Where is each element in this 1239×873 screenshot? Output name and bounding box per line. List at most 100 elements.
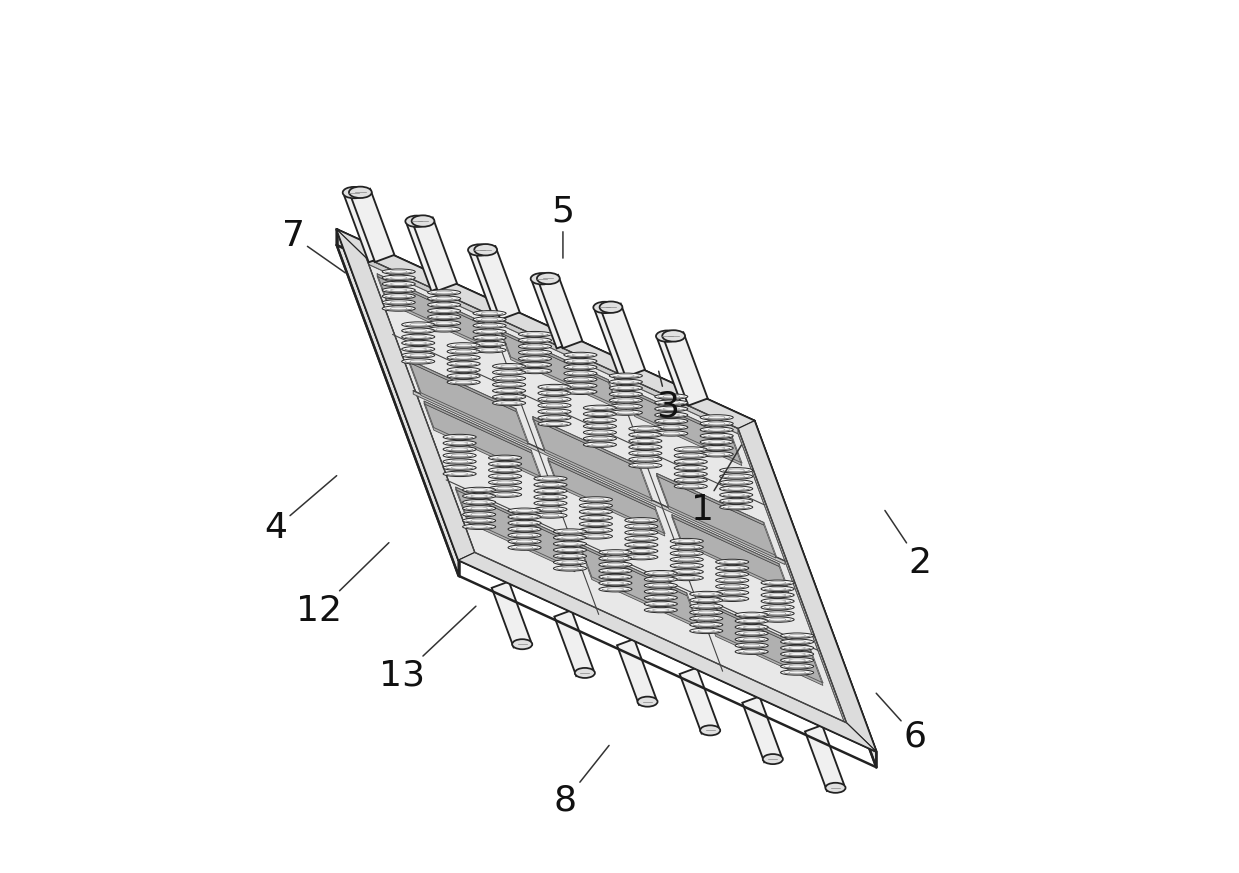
Ellipse shape bbox=[644, 583, 678, 588]
Ellipse shape bbox=[538, 421, 571, 427]
Ellipse shape bbox=[512, 639, 533, 650]
Ellipse shape bbox=[763, 754, 783, 764]
Ellipse shape bbox=[700, 415, 733, 420]
Ellipse shape bbox=[690, 603, 722, 609]
Ellipse shape bbox=[473, 317, 506, 322]
Ellipse shape bbox=[427, 302, 461, 307]
Ellipse shape bbox=[488, 467, 522, 473]
Ellipse shape bbox=[508, 508, 541, 513]
Ellipse shape bbox=[624, 530, 658, 535]
Ellipse shape bbox=[518, 368, 551, 374]
Ellipse shape bbox=[644, 595, 678, 601]
Ellipse shape bbox=[674, 484, 707, 489]
Polygon shape bbox=[664, 333, 707, 406]
Ellipse shape bbox=[629, 432, 662, 437]
Ellipse shape bbox=[493, 369, 525, 375]
Ellipse shape bbox=[624, 554, 658, 560]
Ellipse shape bbox=[493, 401, 525, 406]
Ellipse shape bbox=[462, 487, 496, 492]
Ellipse shape bbox=[488, 455, 522, 461]
Ellipse shape bbox=[781, 651, 814, 656]
Ellipse shape bbox=[598, 587, 632, 592]
Polygon shape bbox=[367, 264, 846, 728]
Ellipse shape bbox=[690, 629, 722, 634]
Ellipse shape bbox=[735, 612, 768, 617]
Ellipse shape bbox=[534, 494, 567, 499]
Ellipse shape bbox=[462, 505, 496, 511]
Polygon shape bbox=[414, 390, 786, 565]
Ellipse shape bbox=[700, 445, 733, 450]
Ellipse shape bbox=[401, 334, 435, 340]
Ellipse shape bbox=[444, 471, 476, 477]
Ellipse shape bbox=[444, 453, 476, 458]
Polygon shape bbox=[657, 473, 764, 525]
Ellipse shape bbox=[534, 506, 567, 512]
Polygon shape bbox=[337, 230, 475, 560]
Ellipse shape bbox=[427, 308, 461, 313]
Ellipse shape bbox=[462, 524, 496, 529]
Ellipse shape bbox=[674, 453, 707, 458]
Ellipse shape bbox=[401, 328, 435, 333]
Ellipse shape bbox=[690, 597, 722, 603]
Ellipse shape bbox=[564, 359, 597, 364]
Ellipse shape bbox=[720, 492, 753, 498]
Ellipse shape bbox=[654, 424, 688, 430]
Ellipse shape bbox=[427, 314, 461, 320]
Ellipse shape bbox=[674, 465, 707, 471]
Polygon shape bbox=[554, 610, 593, 676]
Ellipse shape bbox=[447, 380, 481, 385]
Polygon shape bbox=[580, 546, 699, 629]
Ellipse shape bbox=[401, 322, 435, 327]
Ellipse shape bbox=[401, 340, 435, 346]
Ellipse shape bbox=[629, 426, 662, 431]
Ellipse shape bbox=[690, 591, 722, 597]
Ellipse shape bbox=[716, 596, 748, 601]
Ellipse shape bbox=[655, 331, 679, 342]
Ellipse shape bbox=[518, 338, 551, 343]
Ellipse shape bbox=[584, 430, 617, 435]
Ellipse shape bbox=[670, 557, 704, 562]
Polygon shape bbox=[456, 490, 575, 572]
Ellipse shape bbox=[580, 533, 612, 539]
Ellipse shape bbox=[580, 527, 612, 533]
Ellipse shape bbox=[644, 608, 678, 613]
Ellipse shape bbox=[674, 478, 707, 483]
Polygon shape bbox=[424, 401, 532, 453]
Ellipse shape bbox=[720, 480, 753, 485]
Ellipse shape bbox=[654, 406, 688, 411]
Ellipse shape bbox=[349, 187, 372, 198]
Polygon shape bbox=[539, 275, 582, 348]
Ellipse shape bbox=[473, 347, 506, 353]
Ellipse shape bbox=[716, 584, 748, 589]
Ellipse shape bbox=[735, 624, 768, 629]
Ellipse shape bbox=[720, 474, 753, 479]
Ellipse shape bbox=[598, 556, 632, 561]
Ellipse shape bbox=[518, 350, 551, 355]
Ellipse shape bbox=[781, 670, 814, 675]
Ellipse shape bbox=[761, 605, 794, 610]
Ellipse shape bbox=[493, 375, 525, 382]
Ellipse shape bbox=[598, 581, 632, 586]
Ellipse shape bbox=[735, 643, 768, 649]
Ellipse shape bbox=[598, 562, 632, 567]
Ellipse shape bbox=[580, 509, 612, 514]
Ellipse shape bbox=[761, 580, 794, 586]
Ellipse shape bbox=[462, 499, 496, 505]
Ellipse shape bbox=[473, 341, 506, 347]
Polygon shape bbox=[617, 639, 657, 705]
Ellipse shape bbox=[493, 382, 525, 388]
Ellipse shape bbox=[610, 385, 642, 391]
Ellipse shape bbox=[518, 332, 551, 337]
Ellipse shape bbox=[493, 395, 525, 400]
Ellipse shape bbox=[670, 551, 704, 556]
Polygon shape bbox=[624, 390, 742, 465]
Ellipse shape bbox=[538, 396, 571, 402]
Polygon shape bbox=[533, 275, 576, 348]
Ellipse shape bbox=[654, 418, 688, 424]
Ellipse shape bbox=[761, 617, 794, 622]
Ellipse shape bbox=[720, 486, 753, 491]
Ellipse shape bbox=[670, 563, 704, 568]
Ellipse shape bbox=[629, 463, 662, 468]
Polygon shape bbox=[595, 304, 639, 377]
Ellipse shape bbox=[700, 725, 720, 735]
